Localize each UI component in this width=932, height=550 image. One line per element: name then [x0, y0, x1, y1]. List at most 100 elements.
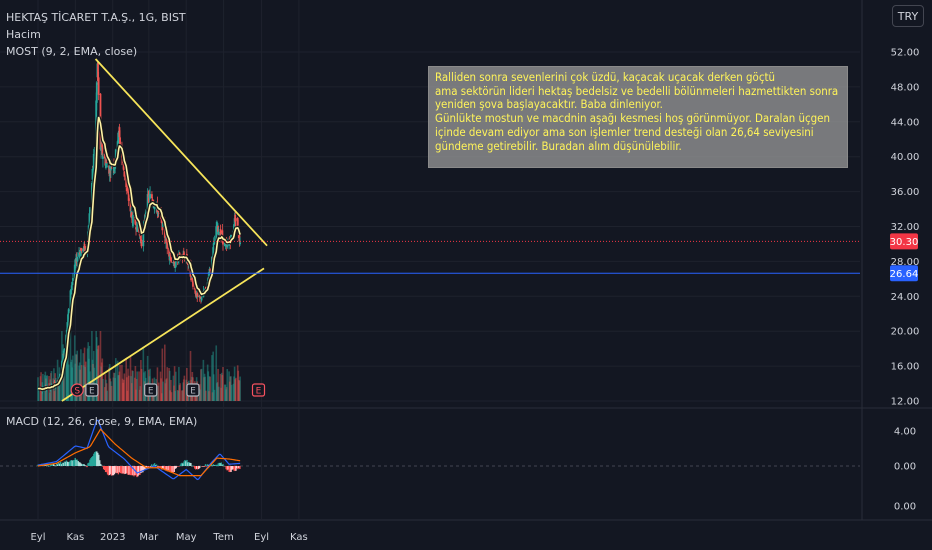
- macd-histogram-bar: [219, 463, 221, 466]
- macd-histogram-bar: [179, 465, 181, 466]
- volume-bar: [63, 350, 66, 401]
- annotation-note[interactable]: Ralliden sonra sevenlerini çok üzdü, kaç…: [428, 66, 848, 168]
- volume-bar: [228, 371, 230, 401]
- candle-body: [125, 174, 128, 188]
- candle-body: [151, 199, 154, 202]
- macd-histogram-bar: [131, 466, 133, 476]
- macd-histogram-bar: [49, 465, 51, 467]
- volume-bar: [131, 370, 134, 401]
- candle-body: [140, 240, 143, 247]
- candle-body: [174, 258, 177, 267]
- candle-body: [142, 229, 145, 247]
- macd-histogram-bar: [63, 461, 66, 466]
- volume-bar: [230, 384, 233, 401]
- volume-bar: [230, 376, 232, 401]
- candle-body: [71, 281, 74, 286]
- volume-bar: [220, 387, 222, 401]
- volume-bar: [65, 360, 68, 401]
- volume-bar: [159, 371, 162, 401]
- candle-body: [125, 187, 128, 189]
- macd-histogram-bar: [109, 466, 112, 475]
- volume-bar: [199, 389, 202, 401]
- macd-histogram-bar: [234, 466, 236, 472]
- macd-histogram-bar: [152, 464, 155, 466]
- candle-body: [67, 314, 69, 323]
- candle-body: [221, 230, 224, 240]
- macd-histogram-bar: [129, 466, 131, 476]
- volume-bar: [100, 366, 102, 401]
- volume-bar: [70, 359, 73, 401]
- volume-bar: [57, 379, 60, 401]
- macd-histogram-bar: [217, 463, 220, 466]
- candle-body: [135, 227, 137, 230]
- macd-histogram-bar: [239, 466, 241, 470]
- price-tick-label: 40.00: [891, 152, 920, 163]
- candle-body: [224, 244, 227, 246]
- candle-body: [102, 156, 104, 159]
- volume-bar: [211, 392, 214, 401]
- candle-body: [213, 242, 216, 245]
- macd-histogram-bar: [186, 459, 188, 466]
- volume-bar: [59, 381, 61, 401]
- volume-bar: [48, 392, 51, 401]
- candle-body: [129, 198, 132, 212]
- candle-body: [217, 226, 219, 232]
- volume-bar: [72, 355, 74, 401]
- volume-bar: [212, 351, 214, 401]
- volume-bar: [162, 381, 164, 401]
- volume-bar: [74, 363, 77, 401]
- volume-bar: [140, 360, 142, 401]
- candle-body: [74, 263, 77, 265]
- macd-histogram-bar: [87, 463, 89, 466]
- macd-histogram-bar: [120, 466, 122, 474]
- macd-histogram-bar: [175, 466, 177, 469]
- macd-histogram-bar: [66, 461, 69, 466]
- volume-bar: [217, 386, 220, 401]
- volume-bar: [170, 380, 172, 401]
- macd-histogram-bar: [83, 464, 85, 466]
- macd-histogram-bar: [71, 460, 73, 466]
- macd-histogram-bar: [141, 466, 143, 473]
- volume-bar: [86, 348, 89, 401]
- time-tick-label: Mar: [139, 532, 159, 543]
- macd-histogram-bar: [45, 465, 47, 466]
- macd-histogram-bar: [215, 464, 218, 466]
- candle-body: [147, 196, 150, 201]
- macd-histogram-bar: [184, 459, 186, 466]
- time-tick-label: Eyl: [254, 532, 269, 543]
- macd-histogram-bar: [88, 462, 90, 466]
- volume-bar: [126, 377, 128, 401]
- candle-body: [168, 255, 171, 259]
- candle-body: [146, 194, 149, 210]
- currency-button[interactable]: TRY: [892, 5, 924, 27]
- volume-bar: [178, 367, 180, 401]
- volume-bar: [135, 378, 138, 401]
- macd-histogram-bar: [62, 462, 65, 466]
- macd-histogram-bar: [188, 461, 190, 466]
- volume-bar: [135, 389, 137, 401]
- candle-body: [236, 217, 239, 226]
- candle-body: [216, 223, 219, 228]
- candle-body: [109, 169, 112, 174]
- volume-bar: [95, 331, 97, 401]
- candle-body: [217, 231, 220, 236]
- volume-bar: [129, 356, 132, 401]
- last-price-tag: [890, 233, 918, 250]
- volume-bar: [222, 367, 224, 401]
- candle-body: [173, 258, 176, 268]
- candle-body: [76, 256, 79, 262]
- candle-body: [194, 290, 197, 294]
- macd-histogram-bar: [177, 466, 179, 467]
- macd-histogram-bar: [222, 464, 224, 466]
- macd-histogram-bar: [148, 466, 150, 467]
- macd-histogram-bar: [77, 461, 79, 466]
- macd-histogram-bar: [173, 466, 175, 473]
- event-marker-earnings: [251, 383, 266, 397]
- volume-bar: [205, 390, 207, 401]
- volume-bar: [142, 346, 145, 401]
- volume-bar: [200, 369, 202, 401]
- macd-histogram-bar: [81, 464, 83, 466]
- time-tick-label: 2023: [100, 532, 125, 543]
- macd-histogram-bar: [146, 466, 148, 468]
- macd-histogram-bar: [50, 464, 52, 466]
